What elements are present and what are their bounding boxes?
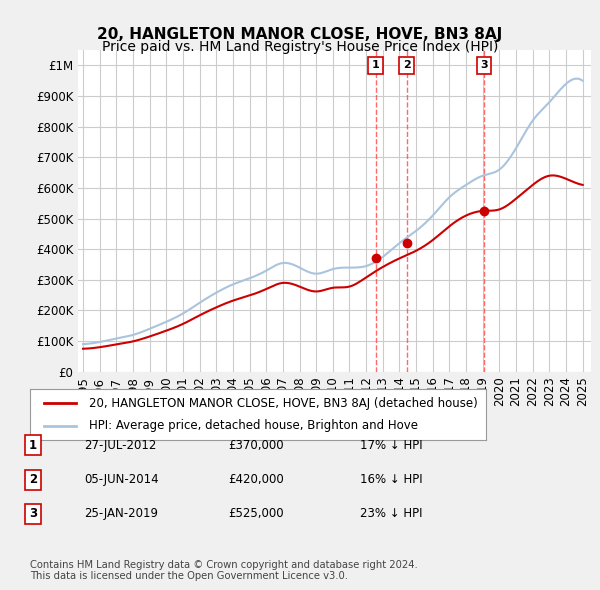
Text: 05-JUN-2014: 05-JUN-2014	[84, 473, 158, 486]
Text: 3: 3	[480, 60, 488, 70]
Text: 1: 1	[29, 439, 37, 452]
Text: 3: 3	[29, 507, 37, 520]
Text: 1: 1	[372, 60, 380, 70]
Text: 2: 2	[403, 60, 410, 70]
Text: £525,000: £525,000	[228, 507, 284, 520]
Text: HPI: Average price, detached house, Brighton and Hove: HPI: Average price, detached house, Brig…	[89, 419, 418, 432]
Text: 27-JUL-2012: 27-JUL-2012	[84, 439, 157, 452]
Text: 17% ↓ HPI: 17% ↓ HPI	[360, 439, 422, 452]
Text: 20, HANGLETON MANOR CLOSE, HOVE, BN3 8AJ: 20, HANGLETON MANOR CLOSE, HOVE, BN3 8AJ	[97, 27, 503, 41]
Text: 23% ↓ HPI: 23% ↓ HPI	[360, 507, 422, 520]
Text: 16% ↓ HPI: 16% ↓ HPI	[360, 473, 422, 486]
Text: Contains HM Land Registry data © Crown copyright and database right 2024.
This d: Contains HM Land Registry data © Crown c…	[30, 559, 418, 581]
Text: 20, HANGLETON MANOR CLOSE, HOVE, BN3 8AJ (detached house): 20, HANGLETON MANOR CLOSE, HOVE, BN3 8AJ…	[89, 397, 478, 410]
Text: 2: 2	[29, 473, 37, 486]
Text: £420,000: £420,000	[228, 473, 284, 486]
Text: £370,000: £370,000	[228, 439, 284, 452]
Text: 25-JAN-2019: 25-JAN-2019	[84, 507, 158, 520]
Text: Price paid vs. HM Land Registry's House Price Index (HPI): Price paid vs. HM Land Registry's House …	[102, 40, 498, 54]
